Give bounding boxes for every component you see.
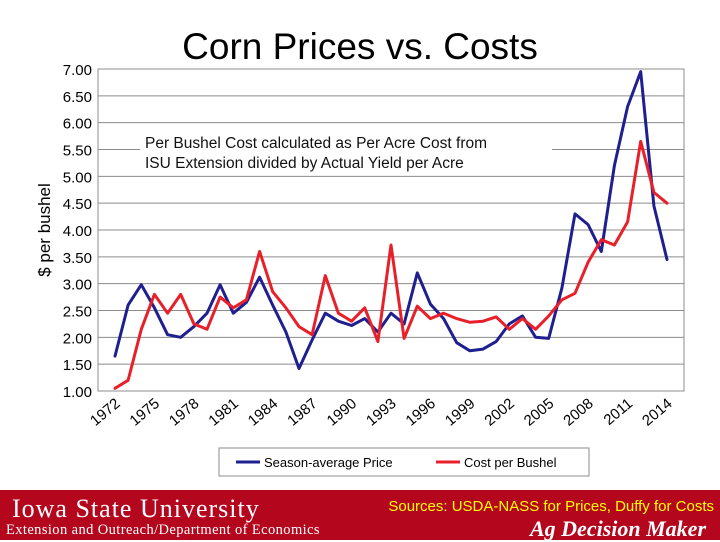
legend-cost-label: Cost per Bushel [464,455,557,470]
y-tick-label: 7.00 [63,62,92,79]
legend-box [218,447,590,477]
y-tick-label: 1.00 [63,384,92,401]
y-tick-labels: 1.00 1.50 2.00 2.50 3.00 3.50 4.00 4.50 5.00 5.50… [63,62,92,401]
brand-name: Ag Decision Maker [530,516,706,541]
y-axis-label: $ per bushel [35,183,54,277]
y-tick-label: 3.00 [63,277,92,294]
university-subtitle: Extension and Outreach/Department of Eco… [6,522,320,538]
series-group [113,70,669,390]
x-tick-label: 1984 [245,395,281,429]
legend-price-label: Season-average Price [264,455,393,470]
legend: Season-average Price Cost per Bushel [218,447,590,477]
y-tick-label: 2.50 [63,304,92,321]
annotation-line-2: ISU Extension divided by Actual Yield pe… [145,155,464,172]
x-tick-label: 1990 [324,395,360,429]
sources-note: Sources: USDA-NASS for Prices, Duffy for… [388,498,714,515]
series-price-line [113,70,669,370]
x-tick-label: 1996 [403,395,439,429]
x-tick-label: 2014 [639,395,675,429]
x-tick-label: 2011 [600,395,636,429]
y-tick-label: 4.50 [63,196,92,213]
x-tick-label: 1978 [166,395,202,429]
line-chart: 1.00 1.50 2.00 2.50 3.00 3.50 4.00 4.50 5.00 5.50… [35,62,685,477]
x-tick-label: 1972 [87,395,123,429]
y-tick-label: 6.00 [63,116,92,133]
x-tick-label: 2008 [560,395,596,429]
x-tick-label: 1993 [363,395,399,429]
y-tick-label: 5.50 [63,143,92,160]
annotation-line-1: Per Bushel Cost calculated as Per Acre C… [145,135,487,152]
y-tick-label: 6.50 [63,89,92,106]
x-tick-labels: 1972 1975 1978 1981 1984 1987 1990 1993 1996 1999… [87,395,675,429]
slide-title: Corn Prices vs. Costs [182,26,538,67]
y-tick-label: 1.50 [63,357,92,374]
y-tick-label: 2.00 [63,330,92,347]
series-cost-line [113,139,669,390]
y-tick-label: 3.50 [63,250,92,267]
y-tick-label: 5.00 [63,169,92,186]
x-tick-label: 1999 [442,395,478,429]
x-tick-label: 1987 [284,395,320,429]
university-name: Iowa State University [12,494,260,523]
x-tick-label: 2005 [521,395,557,429]
footer-bar: Iowa State University Extension and Outr… [0,490,720,541]
x-tick-label: 1975 [127,395,163,429]
x-tick-label: 1981 [205,395,241,429]
grid-lines [98,68,684,365]
x-tick-label: 2002 [481,395,517,429]
annotation-box [140,128,552,174]
y-tick-label: 4.00 [63,223,92,240]
